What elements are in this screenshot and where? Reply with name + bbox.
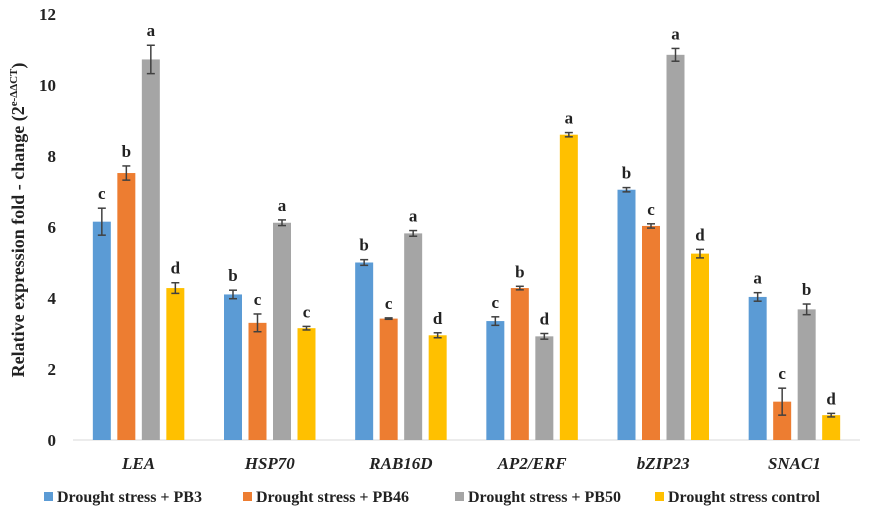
x-axis-categories: LEA HSP70 RAB16D AP2/ERF bZIP23 SNAC1 xyxy=(121,454,821,473)
bar xyxy=(273,222,291,440)
bar xyxy=(355,262,374,440)
significance-letter: d xyxy=(433,309,443,328)
x-category-label: AP2/ERF xyxy=(497,454,568,473)
bar xyxy=(535,336,554,440)
significance-letter: c xyxy=(254,290,262,309)
significance-letter: b xyxy=(802,280,811,299)
y-axis-label-superscript: e-ΔΔCT xyxy=(8,68,20,106)
bar xyxy=(773,401,792,440)
significance-letter: c xyxy=(303,302,311,321)
bar xyxy=(486,321,505,440)
significance-letter: a xyxy=(753,269,762,288)
bar xyxy=(822,415,841,440)
bar xyxy=(92,221,111,440)
y-tick-label: 10 xyxy=(39,76,56,95)
bar xyxy=(379,318,398,440)
significance-letter: b xyxy=(359,236,368,255)
significance-letter: b xyxy=(228,266,237,285)
legend-swatch xyxy=(44,492,53,501)
x-category-label: RAB16D xyxy=(368,454,432,473)
significance-letter: d xyxy=(540,310,550,329)
legend-swatch xyxy=(243,492,252,501)
significance-letter: c xyxy=(647,200,655,219)
bar xyxy=(691,253,709,440)
significance-letter: d xyxy=(826,389,836,408)
bar xyxy=(559,134,578,440)
bar xyxy=(166,288,185,440)
x-category-label: HSP70 xyxy=(244,454,296,473)
legend-label: Drought stress + PB50 xyxy=(468,489,621,506)
legend: Drought stress + PB3 Drought stress + PB4… xyxy=(44,489,821,506)
significance-letter: b xyxy=(122,142,131,161)
legend-label: Drought stress control xyxy=(668,489,821,506)
y-axis-label-close: ) xyxy=(8,63,29,69)
bar xyxy=(297,328,316,440)
significance-letter: a xyxy=(671,24,680,43)
significance-letter: c xyxy=(492,293,500,312)
bar xyxy=(428,335,447,440)
significance-letter: c xyxy=(98,184,106,203)
bar xyxy=(248,322,267,440)
bar xyxy=(666,54,685,440)
y-tick-label: 12 xyxy=(39,5,56,24)
legend-swatch xyxy=(655,492,664,501)
significance-letter: a xyxy=(409,207,418,226)
x-category-label: SNAC1 xyxy=(768,454,821,473)
significance-letter: a xyxy=(278,196,287,215)
significance-letter: b xyxy=(622,164,631,183)
legend-label: Drought stress + PB46 xyxy=(256,489,409,506)
y-tick-label: 8 xyxy=(48,147,57,166)
y-axis-label: Relative expression fold - change (2e-ΔΔ… xyxy=(8,63,29,378)
significance-letter: c xyxy=(385,294,393,313)
bars-layer xyxy=(92,54,841,441)
significance-letter: c xyxy=(778,364,786,383)
bar xyxy=(797,309,816,440)
y-axis-label-main: Relative expression fold - change (2 xyxy=(8,106,29,377)
bar xyxy=(117,173,136,441)
bar xyxy=(141,59,160,440)
bar xyxy=(617,189,636,440)
y-tick-label: 4 xyxy=(48,289,57,308)
bar xyxy=(224,294,242,440)
y-tick-label: 0 xyxy=(48,431,57,450)
legend-label: Drought stress + PB3 xyxy=(57,489,202,506)
error-bars-layer xyxy=(97,44,836,418)
bar xyxy=(748,296,767,440)
y-tick-label: 2 xyxy=(48,360,57,379)
x-category-label: bZIP23 xyxy=(637,454,690,473)
bar xyxy=(642,225,660,440)
y-axis-ticks: 0 2 4 6 8 10 12 xyxy=(39,5,57,450)
bar xyxy=(510,288,529,440)
significance-letter: d xyxy=(171,259,181,278)
significance-letter: d xyxy=(695,225,705,244)
significance-letter: a xyxy=(147,21,156,40)
legend-swatch xyxy=(455,492,464,501)
bar xyxy=(404,233,423,440)
significance-letter: b xyxy=(515,262,524,281)
y-tick-label: 6 xyxy=(48,218,57,237)
significance-letter: a xyxy=(565,109,574,128)
x-category-label: LEA xyxy=(121,454,155,473)
